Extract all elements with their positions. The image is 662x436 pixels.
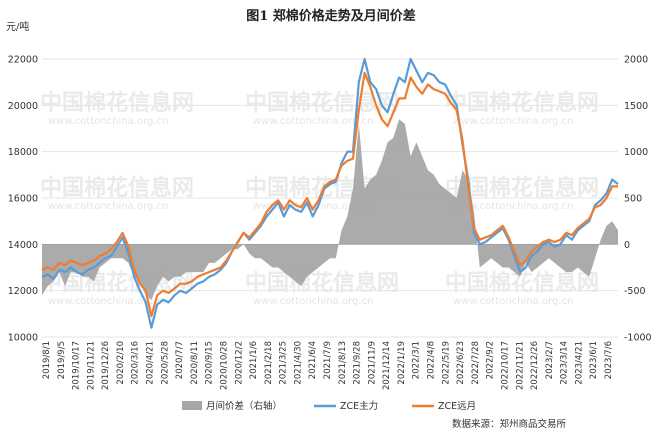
watermark-url: www.cottonchina.org.cn [48,116,168,127]
left-tick-label: 12000 [8,286,38,297]
left-tick-label: 10000 [8,333,38,344]
watermark-text: 中国棉花信息网 [445,90,599,116]
x-tick-label: 2020/5/28 [160,341,170,385]
x-tick-label: 2021/4/30 [293,341,303,385]
x-tick-label: 2021/12/14 [382,341,392,390]
x-tick-label: 2022/9/2 [486,341,496,379]
legend: 月间价差（右轴） ZCE主力 ZCE远月 [182,400,476,412]
right-axis-ticks: -1000 -500 0 500 1000 1500 2000 [624,55,652,344]
price-line-series [41,57,619,329]
x-tick-label: 2019/12/26 [101,341,111,390]
x-tick-label: 2023/7/6 [604,341,614,379]
x-tick-label: 2022/7/28 [471,341,481,385]
watermark-url: www.cottonchina.org.cn [253,116,373,127]
left-axis-ticks: 10000 12000 14000 16000 18000 20000 22000 [8,55,38,344]
spread-area [42,119,618,300]
x-tick-label: 2020/9/15 [205,341,215,385]
watermark-text: 中国棉花信息网 [245,270,399,296]
legend-label-main: ZCE主力 [340,400,378,412]
x-tick-label: 2019/10/17 [72,341,82,390]
right-tick-label: -500 [624,286,646,297]
left-tick-label: 22000 [8,55,38,66]
x-tick-label: 2023/2/7 [545,341,555,379]
watermark-url: www.cottonchina.org.cn [453,116,573,127]
spread-area-series [42,119,618,300]
far-contract-line [41,71,618,318]
x-tick-label: 2021/9/28 [353,341,363,385]
x-tick-label: 2019/8/1 [42,341,52,379]
watermark-text: 中国棉花信息网 [40,90,194,116]
x-axis-ticks: 2019/8/1 2019/9/5 2019/10/17 2019/11/21 2019… [42,341,614,390]
x-tick-label: 2022/3/1 [412,341,422,379]
x-tick-label: 2021/7/9 [323,341,333,379]
x-tick-label: 2021/3/25 [279,341,289,385]
x-tick-label: 2021/1/6 [249,341,259,379]
left-tick-label: 16000 [8,194,38,205]
watermark-url: www.cottonchina.org.cn [253,296,373,307]
right-tick-label: 1000 [624,147,648,158]
left-tick-label: 14000 [8,240,38,251]
watermark-url: www.cottonchina.org.cn [48,201,168,212]
x-tick-label: 2022/6/23 [456,341,466,385]
x-tick-label: 2022/11/21 [515,341,525,390]
watermark-url: www.cottonchina.org.cn [253,201,373,212]
x-tick-label: 2023/3/14 [560,341,570,385]
right-tick-label: 0 [624,240,630,251]
legend-label-far: ZCE远月 [438,401,476,412]
watermark-text: 中国棉花信息网 [445,270,599,296]
x-tick-label: 2022/4/8 [427,341,437,379]
x-tick-label: 2020/2/10 [116,341,126,385]
chart-title: 图1 郑棉价格走势及月间价差 [246,8,416,24]
left-tick-label: 20000 [8,101,38,112]
right-tick-label: 1500 [624,101,648,112]
left-axis-unit: 元/吨 [6,20,29,33]
x-tick-label: 2021/11/9 [367,341,377,385]
main-contract-line [41,57,619,329]
x-tick-label: 2021/6/4 [308,341,318,379]
x-tick-label: 2020/3/16 [131,341,141,385]
x-tick-label: 2022/1/19 [397,341,407,385]
x-tick-label: 2019/11/21 [86,341,96,390]
x-tick-label: 2020/4/21 [146,341,156,385]
watermark-url: www.cottonchina.org.cn [48,296,168,307]
right-tick-label: -1000 [624,333,652,344]
x-tick-label: 2019/9/5 [57,341,67,379]
x-tick-label: 2020/7/7 [175,341,185,379]
x-tick-label: 2022/5/19 [441,341,451,385]
x-tick-label: 2020/8/11 [190,341,200,385]
x-tick-label: 2022/10/17 [501,341,511,390]
x-tick-label: 2021/8/13 [338,341,348,385]
right-tick-label: 2000 [624,55,648,66]
watermark-text: 中国棉花信息网 [40,175,194,201]
left-tick-label: 18000 [8,147,38,158]
x-tick-label: 2023/6/1 [589,341,599,379]
watermark-url: www.cottonchina.org.cn [453,296,573,307]
x-tick-label: 2021/2/18 [264,341,274,385]
right-tick-label: 500 [624,194,642,205]
x-tick-label: 2022/12/26 [530,341,540,390]
source-note: 数据来源：郑州商品交易所 [452,418,567,430]
legend-label-spread: 月间价差（右轴） [206,400,282,412]
watermark-url: www.cottonchina.org.cn [453,201,573,212]
legend-swatch-spread [182,401,202,410]
x-tick-label: 2023/4/21 [574,341,584,385]
x-tick-label: 2020/10/28 [220,341,230,390]
x-tick-label: 2020/12/2 [234,341,244,385]
